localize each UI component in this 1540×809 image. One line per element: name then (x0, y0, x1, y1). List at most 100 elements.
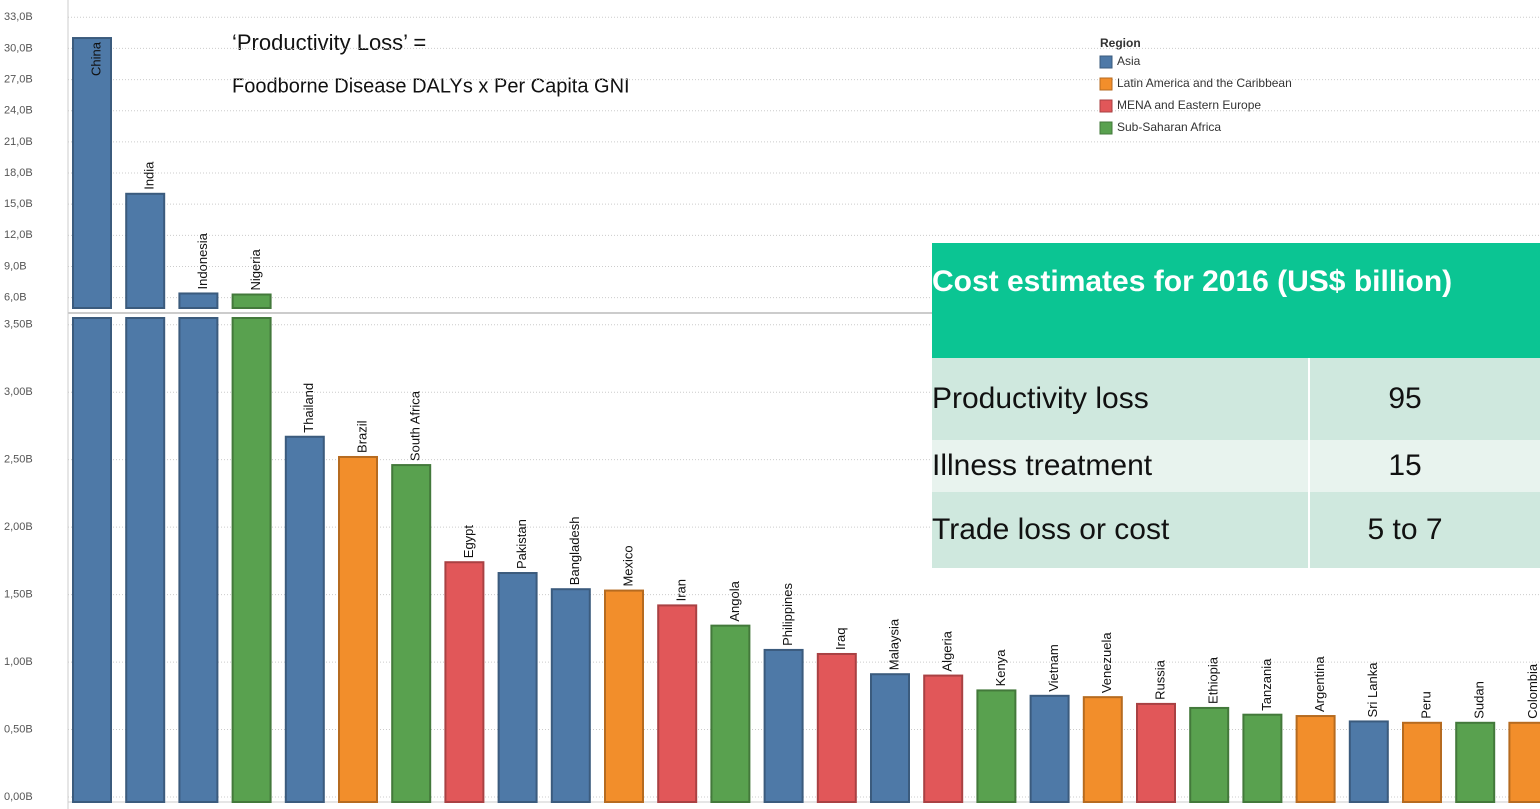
y-tick-label: 12,0B (4, 229, 33, 241)
bar (1242, 713, 1283, 803)
legend-label: Asia (1117, 54, 1141, 68)
y-tick-label: 18,0B (4, 167, 33, 179)
bar-label: Peru (1418, 691, 1433, 718)
bar-label: Philippines (780, 583, 795, 646)
bar-label: Brazil (354, 420, 369, 453)
table-row: Illness treatment 15 (932, 440, 1540, 492)
bar (1348, 720, 1389, 804)
bar-label: Sudan (1472, 681, 1487, 719)
bar-label: Algeria (940, 630, 955, 671)
bar (1029, 694, 1070, 803)
cell: 15 (1388, 449, 1422, 482)
bar (923, 674, 964, 803)
table-row: Productivity loss 95 (932, 358, 1540, 440)
bar (1295, 715, 1336, 803)
cell: 5 to 7 (1367, 513, 1443, 546)
bar (284, 435, 325, 803)
bar-label: Iran (674, 579, 689, 601)
bar (125, 317, 166, 803)
bar (72, 37, 112, 309)
bar-label: Russia (1152, 659, 1167, 700)
cell: Trade loss or cost (932, 492, 1310, 568)
bar-label: Tanzania (1259, 658, 1274, 711)
bar (976, 689, 1017, 804)
bar-label: South Africa (408, 390, 423, 461)
cost-table: Cost estimates for 2016 (US$ billion) Pr… (932, 243, 1540, 568)
legend-swatch (1099, 55, 1113, 69)
bar (870, 673, 910, 804)
y-tick-label: 30,0B (4, 42, 33, 54)
bar (1402, 721, 1442, 804)
bar-label: Ethiopia (1206, 656, 1221, 704)
y-tick-label: 1,50B (4, 589, 33, 601)
bar (1508, 721, 1540, 804)
bar-label: Nigeria (248, 249, 263, 291)
bar (1189, 706, 1230, 803)
bar (604, 589, 644, 803)
bar-label: Sri Lanka (1365, 662, 1380, 718)
bar-label: Bangladesh (567, 517, 582, 586)
bar-label: Kenya (993, 649, 1008, 687)
bar (231, 293, 272, 309)
y-tick-label: 9,0B (4, 260, 27, 272)
cell: 95 (1388, 382, 1422, 415)
annotation: ‘Productivity Loss’ = (232, 30, 426, 55)
y-tick-label: 2,00B (4, 521, 33, 533)
bar (1082, 696, 1123, 803)
bar-label: Thailand (301, 383, 316, 433)
cell: Illness treatment (932, 440, 1310, 492)
cell: Productivity loss (932, 358, 1310, 440)
legend-title: Region (1100, 36, 1141, 50)
bar-label: Mexico (620, 545, 635, 586)
bar (1455, 721, 1496, 804)
bar-label: Argentina (1312, 656, 1327, 712)
bar-label: Colombia (1525, 663, 1540, 719)
legend-swatch (1099, 99, 1113, 113)
bar-label: India (142, 161, 157, 190)
y-tick-label: 3,00B (4, 386, 33, 398)
bar (763, 648, 804, 803)
y-tick-label: 27,0B (4, 73, 33, 85)
y-tick-label: 2,50B (4, 454, 33, 466)
bar (497, 572, 538, 803)
bar-label: Iraq (833, 628, 848, 650)
annotation: Foodborne Disease DALYs x Per Capita GNI (232, 75, 630, 97)
y-tick-label: 0,00B (4, 791, 33, 803)
bar-label: Indonesia (195, 232, 210, 289)
table-row: Trade loss or cost 5 to 7 (932, 492, 1540, 568)
legend-label: Sub-Saharan Africa (1117, 120, 1221, 134)
bar-label: Pakistan (514, 519, 529, 569)
bar (338, 455, 378, 803)
table-title: Cost estimates for 2016 (US$ billion) (932, 243, 1540, 358)
y-tick-label: 33,0B (4, 11, 33, 23)
bar (231, 317, 272, 803)
bar-label: Venezuela (1099, 632, 1114, 693)
y-tick-label: 24,0B (4, 105, 33, 117)
bar (444, 561, 485, 803)
legend-swatch (1099, 121, 1113, 135)
bar (178, 292, 219, 309)
bar (178, 317, 219, 803)
bar-label: China (88, 41, 103, 76)
table-title-text: Cost estimates for 2016 (US$ billion) (932, 265, 1453, 298)
bar (710, 624, 751, 804)
bar (125, 192, 166, 309)
y-tick-label: 0,50B (4, 723, 33, 735)
y-tick-label: 15,0B (4, 198, 33, 210)
bar (816, 652, 857, 804)
legend-label: MENA and Eastern Europe (1117, 98, 1261, 112)
bar (72, 317, 112, 803)
bar (657, 604, 698, 804)
bar (550, 588, 591, 803)
bar-label: Egypt (461, 525, 476, 559)
bar (391, 464, 432, 803)
y-tick-label: 1,00B (4, 656, 33, 668)
bar-label: Angola (727, 580, 742, 621)
y-tick-label: 3,50B (4, 319, 33, 331)
legend-label: Latin America and the Caribbean (1117, 76, 1292, 90)
bar-label: Vietnam (1046, 644, 1061, 691)
y-tick-label: 6,0B (4, 292, 27, 304)
y-tick-label: 21,0B (4, 136, 33, 148)
